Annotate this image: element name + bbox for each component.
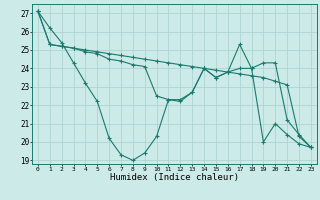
X-axis label: Humidex (Indice chaleur): Humidex (Indice chaleur)	[110, 173, 239, 182]
